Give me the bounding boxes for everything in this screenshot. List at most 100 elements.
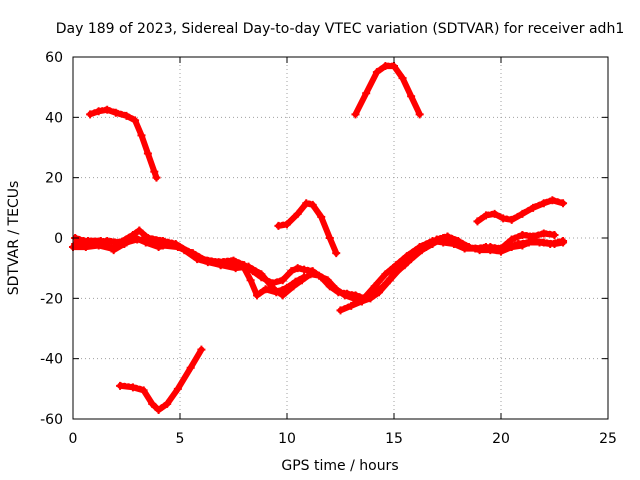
y-tick-label: 60 [45,50,63,66]
data-point [499,214,508,223]
data-point [289,282,298,291]
data-point [293,264,302,273]
data-point [137,131,146,140]
data-point [422,243,431,252]
y-tick-label: -60 [40,412,63,428]
data-point [381,270,390,279]
data-point [261,285,270,294]
data-point [133,235,142,244]
data-point [244,262,253,271]
series-arc-9 [337,233,567,314]
data-point [518,230,527,239]
data-point [257,270,266,279]
data-point [411,250,420,259]
data-point [246,276,255,285]
x-tick-label: 0 [69,431,78,447]
x-tick-label: 25 [599,431,617,447]
data-point [362,89,371,98]
data-point [297,276,306,285]
data-point [507,215,516,224]
data-point [332,249,341,258]
data-point [315,271,324,280]
x-tick-label: 5 [176,431,185,447]
data-point [308,200,317,209]
data-point [370,282,379,291]
data-point [122,238,131,247]
data-point [539,199,548,208]
data-point [96,237,105,246]
data-point [253,291,262,300]
data-point [497,244,505,253]
data-point [139,386,148,395]
data-point [349,294,358,303]
x-tick-label: 15 [385,431,403,447]
data-point [300,265,309,274]
data-point [188,249,197,258]
data-point [103,105,112,114]
data-point [94,107,103,116]
y-tick-label: -40 [40,352,63,368]
series-arc-1-texture [88,106,158,178]
data-point [332,285,341,294]
data-point [287,267,296,276]
data-point [231,264,240,273]
data-point [325,234,334,242]
data-point [443,232,452,241]
data-point [454,237,463,246]
data-point [150,167,159,176]
data-point [143,149,152,158]
data-point [201,256,210,265]
data-point [507,243,516,252]
data-point [518,209,527,218]
data-point [163,399,172,408]
y-tick-label: -20 [40,291,63,307]
data-point [306,270,315,279]
data-point [402,252,411,261]
x-tick-label: 10 [278,431,296,447]
data-point [486,243,495,252]
data-point [128,383,137,392]
data-point [86,110,95,119]
data-point [550,230,559,239]
data-point [197,345,206,354]
data-point [148,399,157,408]
data-point [278,291,287,300]
data-point [372,68,381,77]
y-axis-title: SDTVAR / TECUs [6,181,22,296]
data-point [398,74,407,83]
data-point [473,217,482,226]
data-point [351,110,360,119]
data-point [539,238,548,247]
data-point [390,270,398,279]
data-point [323,276,332,285]
data-point [293,209,302,218]
data-point [390,62,398,71]
data-point [122,111,131,120]
data-point [400,261,409,270]
data-point [559,238,568,247]
data-point [302,199,311,208]
y-tick-label: 0 [54,231,63,247]
data-point [357,297,366,306]
y-tick-label: 40 [45,110,63,126]
ticks: 0 5 10 15 20 25 -60 -40 -20 0 20 40 60 [40,50,617,447]
data-point [336,306,345,315]
x-tick-label: 20 [492,431,510,447]
data-point [283,220,291,229]
data-point [146,237,155,246]
data-point [381,62,390,71]
data-point [111,108,120,117]
series-arc-5 [474,197,567,225]
series-arc-5-texture [476,196,565,221]
data-point [216,261,225,270]
data-point [548,196,557,205]
data-point [71,240,80,249]
data-point [158,241,167,250]
data-point [392,261,401,270]
x-axis-title: GPS time / hours [281,458,398,474]
y-tick-label: 20 [45,171,63,187]
data-point [347,301,356,310]
data-point [550,240,559,249]
data-point [482,211,491,220]
